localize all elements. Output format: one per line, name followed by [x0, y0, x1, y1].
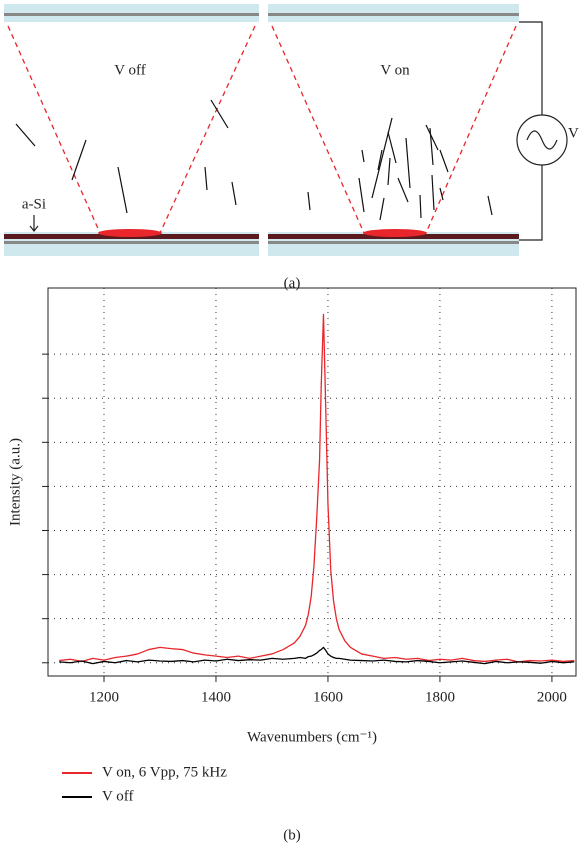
nanotubes [15, 99, 493, 221]
x-tick-label: 1400 [201, 689, 231, 705]
caption: (a) [284, 275, 301, 291]
top-electrode [268, 13, 519, 16]
x-axis-label: Wavenumbers (cm⁻¹) [247, 729, 377, 745]
chart: Intensity (a.u.) Wavenumbers (cm⁻¹) (b) [7, 438, 377, 843]
panel-label: V off [114, 62, 146, 78]
y-axis-label: Intensity (a.u.) [7, 438, 23, 526]
bottom-electrode [4, 241, 259, 244]
layer-label: a-Si [22, 196, 46, 212]
x-tick-label: 2000 [537, 689, 567, 705]
series-line [59, 646, 575, 665]
focus-spot [98, 229, 162, 237]
legend-label: V on, 6 Vpp, 75 kHz [102, 764, 227, 780]
x-tick-label: 1800 [425, 689, 455, 705]
caption: (b) [283, 827, 301, 843]
plot-frame [47, 287, 577, 677]
top-electrode [4, 13, 259, 16]
diagram: V off V on a-Si V (a) [4, 4, 579, 291]
x-tick-label: 1600 [313, 689, 343, 705]
legend-label: V off [102, 788, 134, 804]
beam [7, 25, 517, 234]
circuit [29, 21, 568, 241]
series-line [59, 313, 575, 663]
bottom-electrode [268, 241, 519, 244]
panel-label: V on [380, 62, 410, 78]
source-label: V [568, 125, 579, 141]
x-tick-label: 1200 [89, 689, 119, 705]
focus-spot [363, 229, 427, 237]
